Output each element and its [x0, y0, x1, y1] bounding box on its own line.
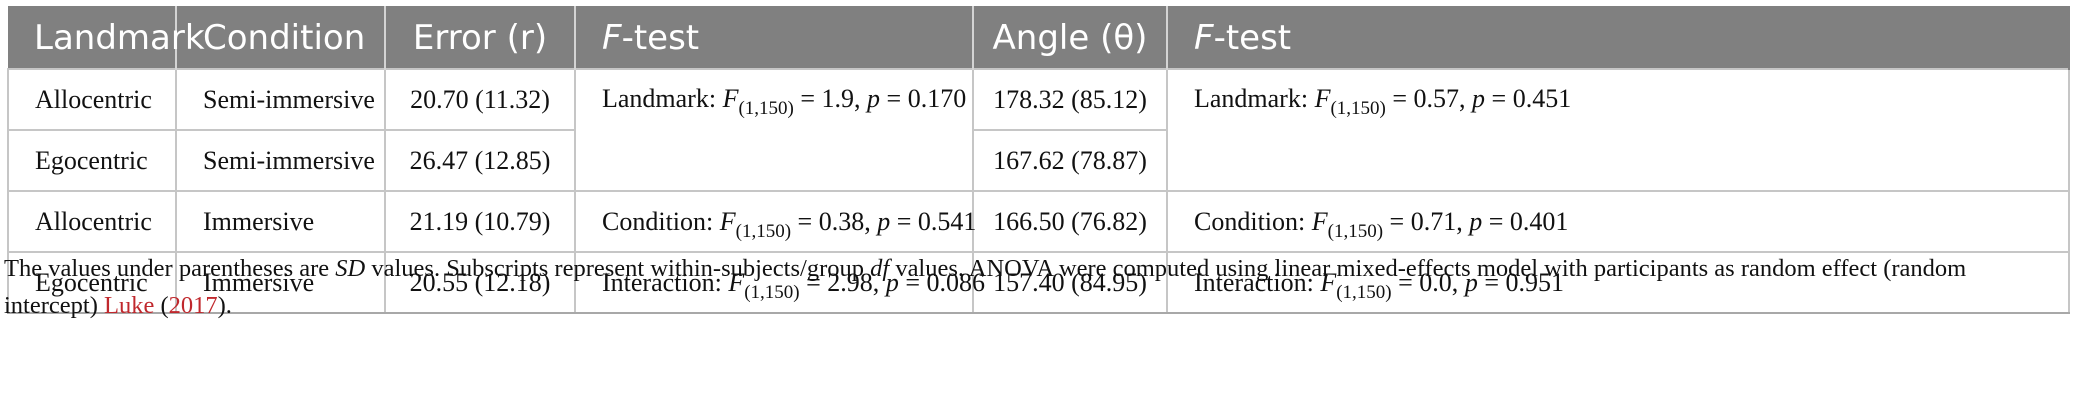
table-row: Egocentric Immersive 20.55 (12.18) Inter…	[7, 251, 2070, 314]
cell-landmark: Egocentric	[7, 129, 177, 192]
header-ftest-error: F-test	[575, 6, 974, 69]
table-row: Allocentric Semi-immersive 20.70 (11.32)…	[7, 68, 2070, 192]
cell-error: 26.47 (12.85)	[384, 129, 576, 192]
reference-link-year[interactable]: 2017	[168, 292, 218, 319]
cell-angle: 167.62 (78.87)	[972, 129, 1168, 192]
cell-angle: 166.50 (76.82)	[972, 190, 1168, 253]
angle-ftest-interaction: Interaction: F(1,150) = 0.0, p = 0.951	[1166, 251, 2070, 314]
cell-angle: 157.40 (84.95)	[972, 251, 1168, 314]
cell-error: 20.70 (11.32)	[384, 68, 576, 131]
error-ftest-condition: Condition: F(1,150) = 0.38, p = 0.541	[574, 190, 976, 253]
cell-condition: Immersive	[175, 190, 386, 253]
cell-error: 20.55 (12.18)	[384, 251, 576, 314]
reference-link-author[interactable]: Luke	[104, 292, 155, 319]
header-landmark: Landmark	[8, 6, 205, 69]
cell-landmark: Egocentric	[7, 251, 177, 314]
cell-landmark: Allocentric	[7, 68, 177, 131]
header-condition: Condition	[176, 6, 386, 69]
cell-landmark: Allocentric	[7, 190, 177, 253]
cell-error: 21.19 (10.79)	[384, 190, 576, 253]
header-row: Landmark Condition Error (r) F-test Angl…	[8, 6, 2070, 69]
cell-angle: 178.32 (85.12)	[972, 68, 1168, 131]
cell-condition: Semi-immersive	[175, 68, 386, 131]
results-table: Landmark Condition Error (r) F-test Angl…	[7, 6, 2070, 314]
header-angle: Angle (θ)	[973, 6, 1168, 69]
angle-ftest-landmark: Landmark: F(1,150) = 0.57, p = 0.451	[1166, 68, 2070, 192]
table-row: Egocentric Semi-immersive 26.47 (12.85) …	[7, 129, 2069, 192]
cell-condition: Immersive	[175, 251, 386, 314]
angle-ftest-condition: Condition: F(1,150) = 0.71, p = 0.401	[1166, 190, 2070, 253]
header-error: Error (r)	[385, 6, 576, 69]
error-ftest-interaction: Interaction: F(1,150) = 2.98, p = 0.086	[574, 251, 985, 314]
cell-condition: Semi-immersive	[175, 129, 386, 192]
header-ftest-angle: F-test	[1167, 6, 2070, 69]
table-row: Allocentric Immersive 21.19 (10.79) Cond…	[7, 190, 2070, 253]
error-ftest-landmark: Landmark: F(1,150) = 1.9, p = 0.170	[574, 68, 974, 192]
table-footnote: The values under parentheses are SD valu…	[4, 255, 1967, 319]
